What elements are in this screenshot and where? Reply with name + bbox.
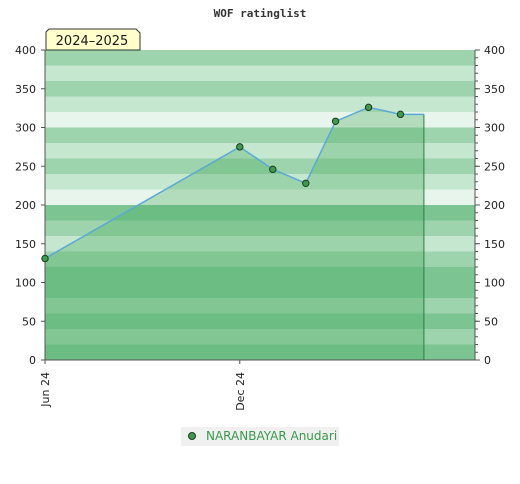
grid-band: [45, 282, 475, 298]
y-tick-label-left: 150: [15, 238, 36, 251]
y-tick-label-left: 300: [15, 122, 36, 135]
y-tick-label-left: 400: [15, 44, 36, 57]
data-point[interactable]: [396, 110, 405, 119]
y-tick-label-left: 350: [15, 83, 36, 96]
axes: 0 0 50 50 100 100 150 150 200 200 250 250 300 300 350 3…: [15, 44, 505, 411]
data-point[interactable]: [41, 254, 49, 263]
series-line: [44, 106, 424, 260]
area-fill: [45, 107, 424, 360]
grid-band: [45, 50, 475, 66]
y-tick-label-right: 100: [484, 277, 505, 290]
grid-band: [45, 127, 475, 143]
legend[interactable]: NARANBAYAR Anudari: [181, 427, 339, 446]
x-tick-label: Jun 24: [39, 372, 52, 408]
season-badge[interactable]: 2024–2025: [45, 28, 141, 51]
y-tick-label-left: 0: [29, 354, 36, 367]
background-bands: [45, 50, 475, 360]
y-tick-label-left: 50: [22, 315, 36, 328]
data-point[interactable]: [364, 103, 373, 112]
data-point[interactable]: [331, 117, 340, 126]
y-tick-label-right: 200: [484, 199, 505, 212]
legend-box: [181, 427, 339, 446]
x-tick-label: Dec 24: [234, 372, 247, 411]
y-tick-label-right: 0: [484, 354, 491, 367]
grid-band: [45, 81, 475, 97]
markers: [41, 103, 405, 263]
y-tick-label-right: 250: [484, 160, 505, 173]
y-tick-label-left: 250: [15, 160, 36, 173]
grid-band: [45, 344, 475, 360]
grid-band: [45, 189, 475, 205]
grid-band: [45, 143, 475, 159]
data-point[interactable]: [269, 165, 277, 174]
legend-series-name: NARANBAYAR Anudari: [206, 429, 337, 443]
y-tick-label-right: 400: [484, 44, 505, 57]
data-point[interactable]: [302, 179, 310, 188]
grid-band: [45, 220, 475, 236]
grid-band: [45, 205, 475, 221]
grid-band: [45, 267, 475, 283]
grid-band: [45, 298, 475, 314]
chart-title: WOF ratinglist: [214, 7, 307, 20]
grid-band: [45, 251, 475, 267]
y-tick-label-left: 100: [15, 277, 36, 290]
legend-marker: [188, 432, 196, 440]
y-tick-label-right: 350: [484, 83, 505, 96]
season-badge-label: 2024–2025: [56, 34, 129, 49]
grid-band: [45, 313, 475, 329]
grid-band: [45, 158, 475, 174]
grid-band: [45, 329, 475, 345]
y-tick-label-right: 150: [484, 238, 505, 251]
y-tick-label-right: 50: [484, 315, 498, 328]
y-tick-label-left: 200: [15, 199, 36, 212]
grid-band: [45, 236, 475, 252]
grid-band: [45, 65, 475, 81]
grid-band: [45, 174, 475, 190]
y-tick-label-right: 300: [484, 122, 505, 135]
data-point[interactable]: [236, 143, 244, 151]
grid-band: [45, 112, 475, 128]
season-badge-box: [45, 28, 141, 51]
grid-band: [45, 96, 475, 112]
